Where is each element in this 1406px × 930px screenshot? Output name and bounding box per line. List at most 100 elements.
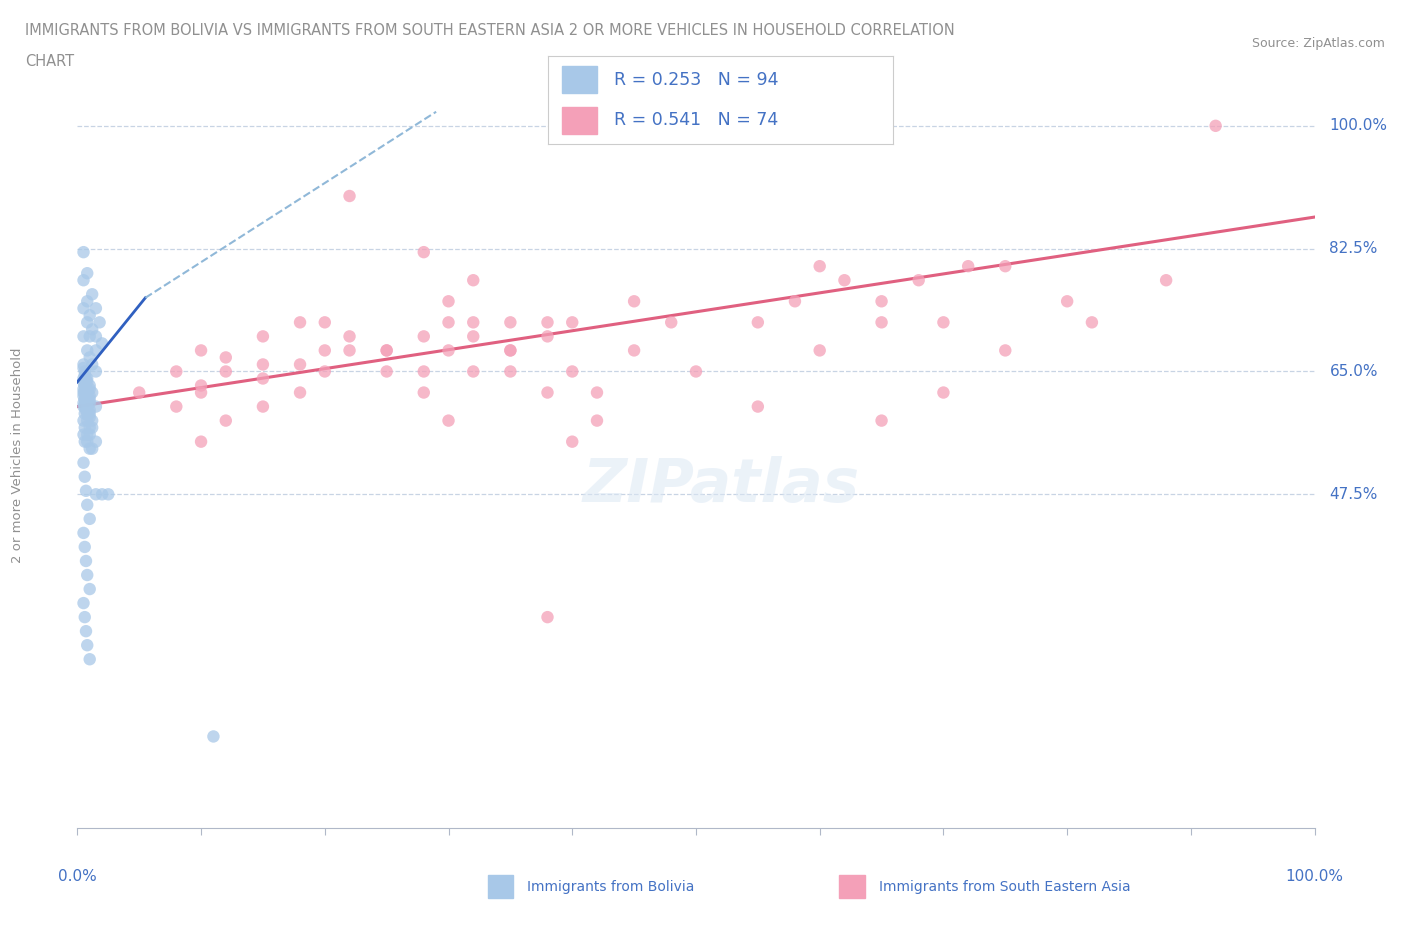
Point bbox=[73, 392, 96, 407]
Point bbox=[73, 470, 96, 485]
Point bbox=[84, 329, 107, 344]
Point bbox=[79, 329, 101, 344]
Point bbox=[75, 371, 97, 386]
Point bbox=[76, 567, 98, 582]
Point bbox=[190, 379, 212, 393]
Point bbox=[561, 434, 583, 449]
Point bbox=[1081, 315, 1104, 330]
Point bbox=[536, 315, 558, 330]
Point bbox=[437, 343, 460, 358]
Point bbox=[437, 294, 460, 309]
Point bbox=[76, 406, 98, 421]
Point bbox=[808, 343, 831, 358]
Point bbox=[73, 379, 96, 393]
Bar bbox=[562, 66, 596, 93]
Point bbox=[685, 364, 707, 379]
Point bbox=[82, 357, 104, 372]
Point bbox=[82, 322, 104, 337]
Point bbox=[76, 375, 98, 390]
Text: R = 0.253   N = 94: R = 0.253 N = 94 bbox=[614, 71, 779, 88]
Point bbox=[747, 399, 769, 414]
Point bbox=[76, 399, 98, 414]
Point bbox=[412, 364, 434, 379]
Point bbox=[79, 395, 101, 410]
Point bbox=[72, 456, 94, 471]
Point bbox=[783, 294, 806, 309]
Point bbox=[73, 367, 96, 382]
Point bbox=[91, 487, 114, 502]
Point bbox=[79, 441, 101, 456]
Point bbox=[82, 420, 104, 435]
Point bbox=[91, 336, 114, 351]
Point bbox=[79, 350, 101, 365]
Point bbox=[75, 403, 97, 418]
Point bbox=[75, 624, 97, 639]
Point bbox=[76, 371, 98, 386]
Text: Immigrants from South Eastern Asia: Immigrants from South Eastern Asia bbox=[879, 880, 1130, 895]
Text: 82.5%: 82.5% bbox=[1330, 241, 1378, 256]
Bar bbox=[839, 875, 865, 898]
Point bbox=[97, 487, 120, 502]
Text: 0.0%: 0.0% bbox=[58, 869, 97, 883]
Point bbox=[73, 610, 96, 625]
Point bbox=[76, 343, 98, 358]
Point bbox=[79, 409, 101, 424]
Point bbox=[73, 399, 96, 414]
Point bbox=[75, 395, 97, 410]
Point bbox=[659, 315, 682, 330]
Point bbox=[437, 315, 460, 330]
Point bbox=[72, 427, 94, 442]
Point bbox=[72, 371, 94, 386]
Text: 100.0%: 100.0% bbox=[1285, 869, 1344, 883]
Point bbox=[79, 427, 101, 442]
Point bbox=[252, 371, 274, 386]
Point bbox=[73, 406, 96, 421]
Text: ZIPatlas: ZIPatlas bbox=[582, 456, 859, 515]
Point bbox=[375, 364, 398, 379]
Point bbox=[463, 272, 485, 287]
Bar bbox=[488, 875, 513, 898]
Text: CHART: CHART bbox=[25, 54, 75, 69]
Point bbox=[75, 389, 97, 404]
Point bbox=[994, 259, 1017, 273]
Point bbox=[84, 434, 107, 449]
Point bbox=[412, 385, 434, 400]
Point bbox=[76, 385, 98, 400]
Point bbox=[73, 420, 96, 435]
Point bbox=[72, 381, 94, 396]
Point bbox=[957, 259, 980, 273]
Point bbox=[314, 364, 336, 379]
Point bbox=[76, 413, 98, 428]
Point bbox=[463, 329, 485, 344]
Point bbox=[79, 308, 101, 323]
Point bbox=[994, 343, 1017, 358]
Point bbox=[870, 315, 893, 330]
Point bbox=[215, 364, 238, 379]
Point bbox=[76, 434, 98, 449]
Point bbox=[190, 385, 212, 400]
Point bbox=[82, 286, 104, 301]
Point bbox=[190, 343, 212, 358]
Point bbox=[76, 294, 98, 309]
Point bbox=[72, 595, 94, 610]
Point bbox=[932, 315, 955, 330]
Point bbox=[73, 434, 96, 449]
Point bbox=[165, 399, 187, 414]
Point bbox=[79, 379, 101, 393]
Point bbox=[1056, 294, 1078, 309]
Point bbox=[375, 343, 398, 358]
Point bbox=[623, 343, 645, 358]
Point bbox=[252, 329, 274, 344]
Point bbox=[76, 399, 98, 414]
Point bbox=[215, 413, 238, 428]
Point bbox=[215, 350, 238, 365]
Point bbox=[339, 329, 361, 344]
Point bbox=[561, 315, 583, 330]
Point bbox=[76, 315, 98, 330]
Point bbox=[499, 315, 522, 330]
Point bbox=[375, 343, 398, 358]
Point bbox=[72, 301, 94, 316]
Point bbox=[288, 357, 311, 372]
Point bbox=[79, 381, 101, 396]
Point bbox=[79, 581, 101, 596]
